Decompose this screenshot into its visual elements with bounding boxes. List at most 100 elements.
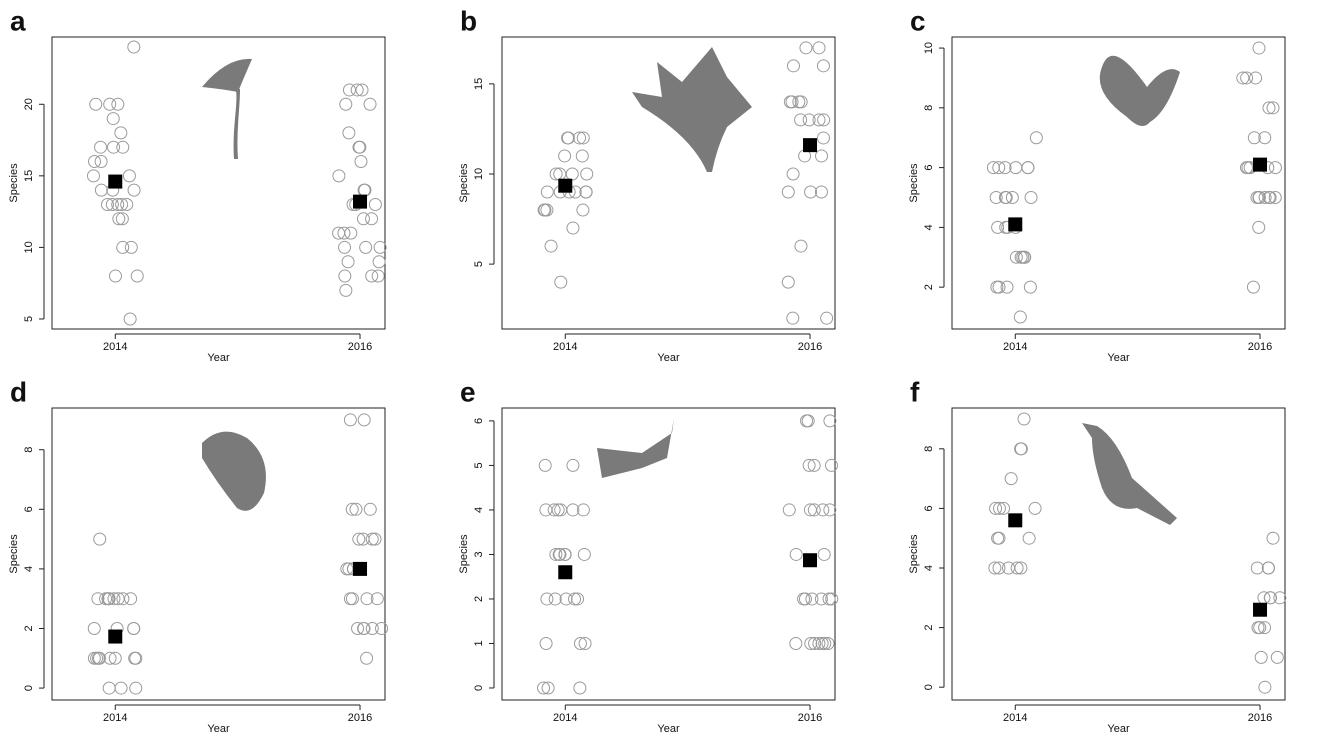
y-tick-label: 2 [473, 596, 485, 602]
x-tick-label: 2014 [553, 341, 577, 353]
plot-frame [51, 36, 386, 330]
point [549, 167, 563, 181]
point [105, 197, 119, 211]
mean-marker [1253, 602, 1268, 617]
point [989, 501, 1003, 515]
point [781, 275, 795, 289]
point [824, 458, 838, 472]
point [350, 83, 364, 97]
point [111, 197, 125, 211]
y-tick-label: 0 [473, 685, 485, 691]
point [566, 458, 580, 472]
point [129, 681, 143, 695]
point [544, 239, 558, 253]
point [353, 140, 367, 154]
mean-marker [558, 178, 573, 193]
point [127, 183, 141, 197]
point [821, 636, 835, 650]
mean-marker [1253, 157, 1268, 172]
y-tick-label: 0 [923, 684, 935, 690]
panel: c 2 4 6 8 10 2014 2016 Year Species [908, 5, 1286, 364]
point [342, 83, 356, 97]
point [988, 561, 1002, 575]
point [540, 185, 554, 199]
panel: f 0 2 4 6 8 2014 2016 Year Species [908, 376, 1287, 735]
point [1263, 190, 1277, 204]
y-tick-label: 6 [923, 165, 935, 171]
point [116, 140, 130, 154]
point [537, 203, 551, 217]
point [107, 140, 121, 154]
point [93, 532, 107, 546]
y-tick-label: 15 [473, 78, 485, 90]
point [807, 458, 821, 472]
point [86, 169, 100, 183]
point [559, 592, 573, 606]
point [823, 414, 837, 428]
y-axis-label: Species [908, 163, 920, 203]
point [566, 221, 580, 235]
mean-marker [108, 629, 123, 644]
panel-letter: a [10, 5, 26, 36]
point [92, 651, 106, 665]
point [991, 531, 1005, 545]
point [561, 131, 575, 145]
point [354, 155, 368, 169]
point [1017, 412, 1031, 426]
point [342, 126, 356, 140]
point [1009, 250, 1023, 264]
point [122, 169, 136, 183]
point [998, 190, 1012, 204]
y-tick-label: 5 [473, 462, 485, 468]
x-tick-label: 2016 [1248, 712, 1272, 724]
point [88, 155, 102, 169]
point [548, 592, 562, 606]
point [549, 547, 563, 561]
x-tick-label: 2014 [1003, 712, 1027, 724]
point [355, 83, 369, 97]
x-tick-label: 2016 [798, 712, 822, 724]
point [112, 212, 126, 226]
y-axis-label: Species [458, 163, 470, 203]
point [368, 197, 382, 211]
point [789, 547, 803, 561]
mean-marker [558, 565, 573, 580]
x-tick-label: 2016 [1248, 341, 1272, 353]
point [558, 149, 572, 163]
point [94, 183, 108, 197]
y-tick-label: 10 [473, 168, 485, 180]
point [539, 636, 553, 650]
y-tick-label: 0 [23, 685, 35, 691]
point [989, 190, 1003, 204]
point [568, 592, 582, 606]
y-tick-label: 8 [23, 447, 35, 453]
point [1004, 472, 1018, 486]
point [558, 547, 572, 561]
point [115, 212, 129, 226]
point [1250, 190, 1264, 204]
point [540, 592, 554, 606]
point [375, 621, 389, 635]
point [571, 592, 585, 606]
y-tick-label: 2 [923, 284, 935, 290]
silhouette [1082, 423, 1177, 525]
silhouette [1099, 55, 1180, 126]
point [786, 167, 800, 181]
point [344, 226, 358, 240]
point [566, 503, 580, 517]
point [992, 280, 1006, 294]
point [538, 203, 552, 217]
silhouette [233, 89, 240, 159]
point [575, 149, 589, 163]
point [807, 503, 821, 517]
x-axis-label: Year [657, 723, 680, 735]
point [1263, 591, 1277, 605]
x-axis-label: Year [657, 352, 680, 364]
point [783, 95, 797, 109]
point [998, 161, 1012, 175]
point [127, 40, 141, 54]
point [352, 140, 366, 154]
point [812, 41, 826, 55]
point [580, 167, 594, 181]
